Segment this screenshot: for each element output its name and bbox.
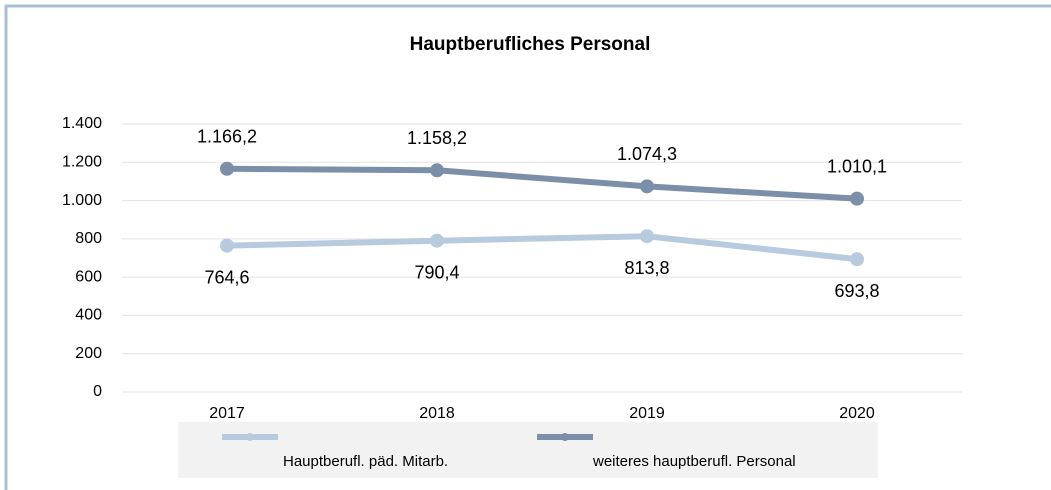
- data-point: [850, 252, 864, 267]
- data-label: 790,4: [414, 262, 459, 282]
- legend-label: weiteres hauptberufl. Personal: [592, 453, 796, 470]
- legend-box: [178, 422, 878, 478]
- series-line: [226, 165, 858, 202]
- data-label: 1.010,1: [827, 156, 887, 176]
- data-point: [640, 229, 654, 244]
- y-tick-label: 1.400: [62, 115, 102, 132]
- x-tick-label: 2018: [419, 405, 455, 422]
- data-point: [220, 161, 234, 176]
- data-point: [220, 238, 234, 253]
- legend-label: Hauptberufl. päd. Mitarb.: [283, 453, 448, 470]
- x-tick-label: 2020: [839, 405, 875, 422]
- x-tick-label: 2017: [209, 405, 245, 422]
- y-tick-label: 800: [75, 230, 102, 247]
- y-tick-label: 400: [75, 307, 102, 324]
- y-tick-label: 200: [75, 345, 102, 362]
- x-tick-label: 2019: [629, 405, 665, 422]
- data-label: 813,8: [624, 258, 669, 278]
- data-point: [430, 163, 444, 178]
- y-tick-label: 1.000: [62, 192, 102, 209]
- y-tick-label: 0: [93, 383, 102, 400]
- data-label: 1.074,3: [617, 144, 677, 164]
- data-point: [430, 233, 444, 248]
- data-point: [850, 191, 864, 206]
- data-label: 1.158,2: [407, 128, 467, 148]
- legend-marker: [246, 433, 254, 441]
- chart-title: Hauptberufliches Personal: [410, 34, 651, 55]
- data-label: 764,6: [204, 267, 249, 287]
- legend-marker: [561, 433, 569, 441]
- data-label: 693,8: [834, 281, 879, 301]
- y-tick-label: 600: [75, 268, 102, 285]
- y-tick-label: 1.200: [62, 154, 102, 171]
- data-point: [640, 179, 654, 194]
- series-line: [226, 233, 858, 263]
- data-label: 1.166,2: [197, 127, 257, 147]
